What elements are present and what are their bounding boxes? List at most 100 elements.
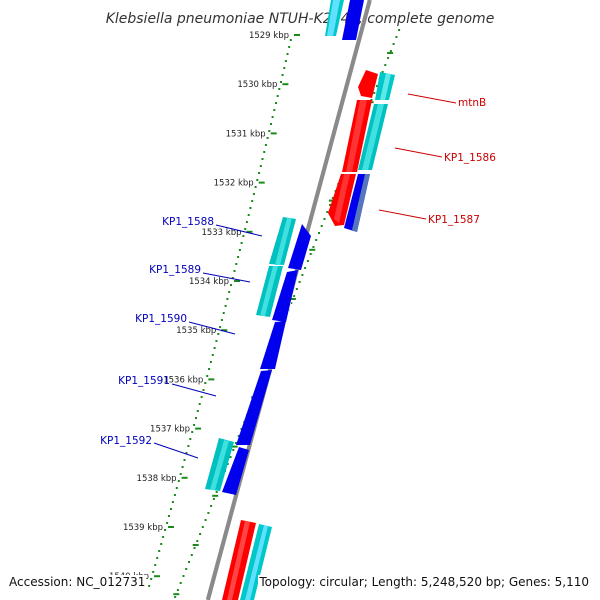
tick-dot xyxy=(290,302,293,304)
label-kp1-1586[interactable]: KP1_1586 xyxy=(444,152,496,164)
tick-dot xyxy=(329,204,331,206)
tick-dot xyxy=(204,519,207,521)
tick-dot xyxy=(295,288,298,290)
tick-label: 1537 kbp xyxy=(150,425,190,435)
tick-dot xyxy=(256,179,259,181)
tick-dot xyxy=(199,533,202,535)
gene-kp1-1588-cds[interactable] xyxy=(269,217,311,270)
tick-dot xyxy=(193,424,196,426)
tick-dot xyxy=(237,256,240,258)
tick-label: 1533 kbp xyxy=(201,228,241,238)
tick-dot xyxy=(271,116,274,118)
tick-dot xyxy=(213,347,216,349)
tick-dot xyxy=(268,130,271,132)
tick-dot xyxy=(320,225,323,227)
reverse-strand-features xyxy=(328,70,395,232)
tick-dot xyxy=(231,277,234,279)
tick-dot xyxy=(389,50,392,52)
inner-tick-dots xyxy=(148,39,292,587)
gene-kp1-1586-cds[interactable] xyxy=(342,100,388,172)
tick-dot xyxy=(198,403,201,405)
tick-dot xyxy=(160,543,163,545)
tick-dot xyxy=(190,554,193,556)
tick-dot xyxy=(207,512,210,514)
tick-dot xyxy=(251,200,254,202)
tick-label: 1531 kbp xyxy=(226,129,266,139)
tick-dot xyxy=(315,239,318,241)
tick-dot xyxy=(298,281,301,283)
tick-dot xyxy=(289,39,292,41)
tick-dot xyxy=(215,340,218,342)
tick-dot xyxy=(202,389,205,391)
tick-dot xyxy=(247,214,250,216)
tick-dot xyxy=(281,74,284,76)
map-title: Klebsiella pneumoniae NTUH-K2044, comple… xyxy=(106,11,495,27)
tick-dot xyxy=(398,29,401,31)
tick-label: 1530 kbp xyxy=(237,80,277,90)
gene-kp1-1587-cds[interactable] xyxy=(328,174,370,232)
tick-dot xyxy=(229,456,232,458)
tick-dot xyxy=(288,46,291,48)
bottom-partial-features xyxy=(222,520,272,600)
tick-dot xyxy=(263,151,266,153)
tick-dot xyxy=(195,417,197,419)
gene-kp1-1590-cds[interactable] xyxy=(260,321,286,369)
tick-dot xyxy=(387,57,390,59)
label-kp1-1589[interactable]: KP1_1589 xyxy=(149,264,201,276)
tick-label: 1529 kbp xyxy=(249,31,289,41)
tick-dot xyxy=(392,43,395,45)
tick-dot xyxy=(217,333,220,335)
tick-dot xyxy=(276,95,279,97)
tick-dot xyxy=(309,253,312,255)
label-kp1-1592[interactable]: KP1_1592 xyxy=(100,435,152,447)
tick-dot xyxy=(306,260,309,262)
label-mtnb[interactable]: mtnB xyxy=(458,97,486,109)
tick-dot xyxy=(278,88,281,90)
gene-mtnb-cds[interactable] xyxy=(358,70,395,100)
label-kp1-1590[interactable]: KP1_1590 xyxy=(135,313,187,325)
label-kp1-1588[interactable]: KP1_1588 xyxy=(162,216,214,228)
tick-dot xyxy=(238,249,241,251)
tick-dot xyxy=(206,375,209,377)
tick-dot xyxy=(258,172,261,174)
tick-dot xyxy=(179,473,182,475)
tick-dot xyxy=(164,529,167,531)
tick-dot xyxy=(245,221,248,223)
tick-dot xyxy=(266,137,269,139)
tick-dot xyxy=(220,319,223,321)
tick-dot xyxy=(222,312,225,314)
tick-dot xyxy=(244,228,247,230)
tick-dot xyxy=(183,459,186,461)
gene-kp1-1592-cds[interactable] xyxy=(205,438,249,495)
tick-dot xyxy=(156,557,159,559)
tick-dot xyxy=(174,596,177,598)
tick-dot xyxy=(209,361,212,363)
tick-label: 1534 kbp xyxy=(189,277,229,287)
tick-dot xyxy=(210,505,213,507)
tick-dot xyxy=(323,218,326,220)
tick-dot xyxy=(191,431,194,433)
tick-dot xyxy=(240,242,243,244)
tick-dot xyxy=(173,494,176,496)
tick-dot xyxy=(273,109,276,111)
tick-dot xyxy=(175,487,178,489)
tick-dot xyxy=(215,491,218,493)
tick-dot xyxy=(162,536,165,538)
tick-dot xyxy=(252,193,255,195)
forward-strand-features xyxy=(205,217,311,495)
tick-dot xyxy=(326,211,329,213)
tick-label: 1539 kbp xyxy=(123,523,163,533)
tick-dot xyxy=(249,207,252,209)
label-kp1-1587[interactable]: KP1_1587 xyxy=(428,214,480,226)
gene-kp1-1591-cds[interactable] xyxy=(236,370,272,445)
tick-dot xyxy=(284,60,287,62)
tick-dot xyxy=(150,578,153,580)
tick-dot xyxy=(152,571,155,573)
tick-dot xyxy=(196,540,199,542)
gene-kp1-1589-cds[interactable] xyxy=(256,266,298,322)
tick-dot xyxy=(275,102,277,104)
tick-dot xyxy=(283,67,286,69)
label-kp1-1591[interactable]: KP1_1591 xyxy=(118,375,170,387)
tick-dot xyxy=(188,561,190,563)
